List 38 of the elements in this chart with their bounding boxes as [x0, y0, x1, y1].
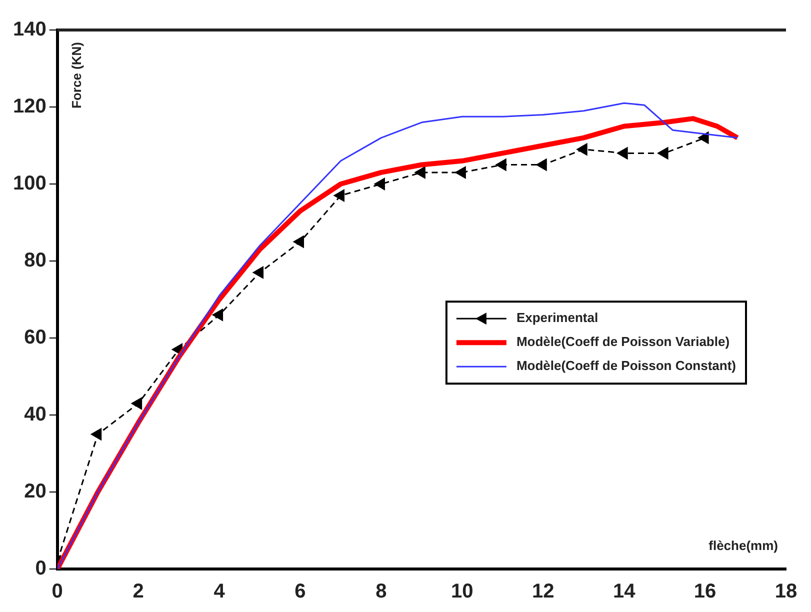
point	[334, 190, 344, 202]
x-tick-label: 16	[694, 580, 716, 603]
y-tick-label: 140	[12, 18, 46, 41]
point	[658, 147, 668, 160]
point	[414, 166, 426, 178]
x-tick-label: 14	[612, 580, 636, 603]
y-tick-label: 20	[24, 480, 46, 503]
point	[455, 166, 466, 178]
point	[253, 266, 264, 278]
point	[374, 178, 385, 190]
y-tick-label: 80	[24, 250, 46, 272]
legend-label: Modèle(Coeff de Poisson Variable)	[516, 334, 730, 350]
x-tick-label: 10	[451, 580, 474, 603]
legend-label: Experimental	[516, 310, 598, 326]
point	[496, 158, 506, 171]
y-tick-label: 100	[12, 172, 46, 195]
x-tick-label: 8	[376, 580, 387, 603]
x-tick-label: 6	[294, 580, 306, 603]
x-tick-label: 4	[214, 580, 226, 603]
y-tick-label: 40	[24, 404, 46, 426]
x-tick-label: 2	[132, 580, 144, 603]
y-tick-label: 0	[35, 558, 46, 580]
x-tick-label: 12	[532, 580, 554, 603]
point	[617, 147, 628, 160]
point	[293, 236, 304, 248]
y-tick-label: 120	[12, 96, 46, 118]
point	[212, 308, 224, 321]
point	[576, 143, 588, 156]
x-tick-label: 18	[774, 580, 798, 603]
point	[536, 158, 547, 171]
point	[91, 428, 102, 440]
point	[132, 398, 142, 410]
point	[698, 132, 709, 144]
x-tick-label: 0	[52, 580, 63, 603]
y-tick-label: 60	[24, 326, 46, 349]
legend-label: Modèle(Coeff de Poisson Constant)	[516, 358, 736, 374]
y-axis-title: Force (KN)	[68, 42, 84, 108]
x-axis-title: flèche(mm)	[708, 538, 778, 554]
